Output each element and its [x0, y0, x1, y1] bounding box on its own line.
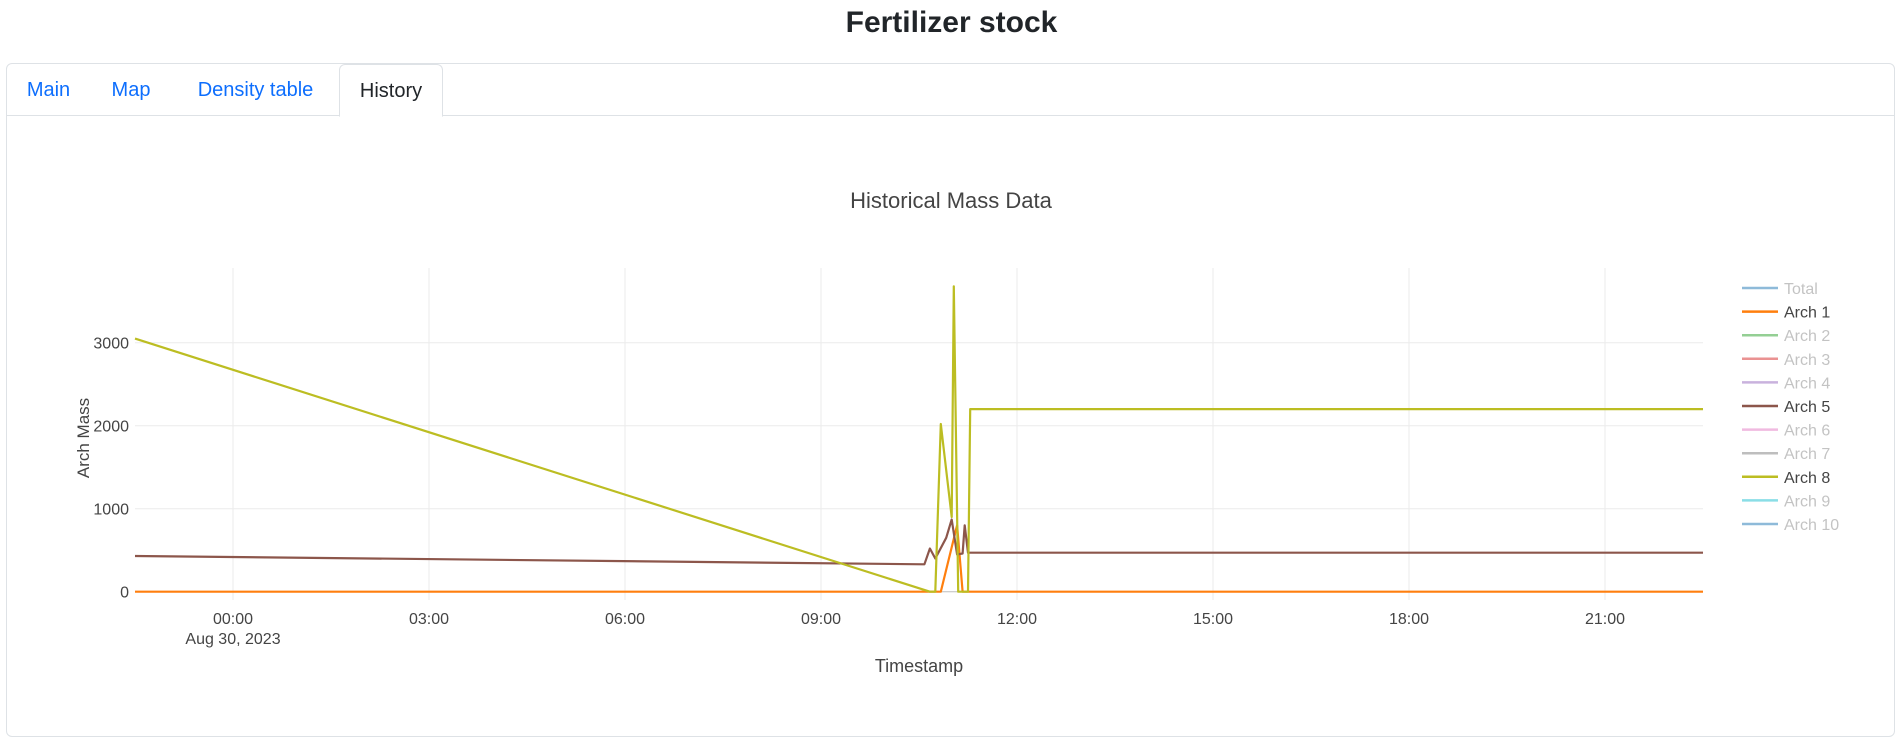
- legend-item[interactable]: Arch 8: [1742, 470, 1830, 487]
- legend-label: Total: [1784, 281, 1818, 298]
- series-line-arch-8: [134, 285, 1703, 593]
- legend-item[interactable]: Arch 5: [1742, 399, 1830, 416]
- y-tick-label: 1000: [93, 502, 129, 519]
- tab-density-table[interactable]: Density table: [197, 79, 314, 101]
- axis-layer: 0 1000 2000 3000 00:00 Aug 30, 2023 03:00 06:00…: [93, 336, 1625, 648]
- legend-label: Arch 10: [1784, 517, 1839, 534]
- series-line-arch-5: [134, 518, 1703, 566]
- x-tick-label: 03:00: [409, 611, 449, 628]
- tab-history[interactable]: History: [339, 64, 443, 117]
- x-tick-label: 09:00: [801, 611, 841, 628]
- legend-item[interactable]: Arch 9: [1742, 493, 1830, 510]
- series-layer: [134, 285, 1703, 593]
- legend-label: Arch 6: [1784, 423, 1830, 440]
- legend-label: Arch 4: [1784, 375, 1830, 392]
- legend-item[interactable]: Arch 7: [1742, 446, 1830, 463]
- legend-label: Arch 1: [1784, 305, 1830, 322]
- y-axis-title: Arch Mass: [74, 398, 93, 478]
- x-tick-label: 18:00: [1389, 611, 1429, 628]
- legend: Total Arch 1 Arch 2 Arch 3 Arch 4 Arch 5 Arch …: [1742, 281, 1839, 534]
- grid-layer: [135, 268, 1703, 600]
- x-tick-label: 12:00: [997, 611, 1037, 628]
- tab-map[interactable]: Map: [111, 79, 151, 101]
- x-tick-sublabel: Aug 30, 2023: [185, 631, 280, 648]
- y-tick-label: 3000: [93, 336, 129, 353]
- legend-label: Arch 7: [1784, 446, 1830, 463]
- y-tick-label: 0: [120, 585, 129, 602]
- legend-item[interactable]: Arch 10: [1742, 517, 1839, 534]
- legend-label: Arch 2: [1784, 328, 1830, 345]
- y-tick-label: 2000: [93, 419, 129, 436]
- legend-item[interactable]: Arch 6: [1742, 423, 1830, 440]
- legend-item[interactable]: Arch 2: [1742, 328, 1830, 345]
- x-tick-label: 00:00: [213, 611, 253, 628]
- tab-bar: Main Map Density table History: [7, 64, 1894, 117]
- tab-main[interactable]: Main: [26, 79, 71, 101]
- legend-item[interactable]: Total: [1742, 281, 1818, 298]
- legend-item[interactable]: Arch 1: [1742, 305, 1830, 322]
- x-axis-title: Timestamp: [875, 656, 963, 676]
- legend-label: Arch 8: [1784, 470, 1830, 487]
- x-tick-label: 15:00: [1193, 611, 1233, 628]
- chart-title: Historical Mass Data: [850, 188, 1052, 213]
- tab-card: Main Map Density table History: [6, 63, 1895, 737]
- legend-item[interactable]: Arch 4: [1742, 375, 1830, 392]
- legend-label: Arch 5: [1784, 399, 1830, 416]
- page-title: Fertilizer stock: [845, 6, 1058, 39]
- legend-label: Arch 3: [1784, 352, 1830, 369]
- legend-item[interactable]: Arch 3: [1742, 352, 1830, 369]
- x-tick-label: 21:00: [1585, 611, 1625, 628]
- legend-label: Arch 9: [1784, 493, 1830, 510]
- x-tick-label: 06:00: [605, 611, 645, 628]
